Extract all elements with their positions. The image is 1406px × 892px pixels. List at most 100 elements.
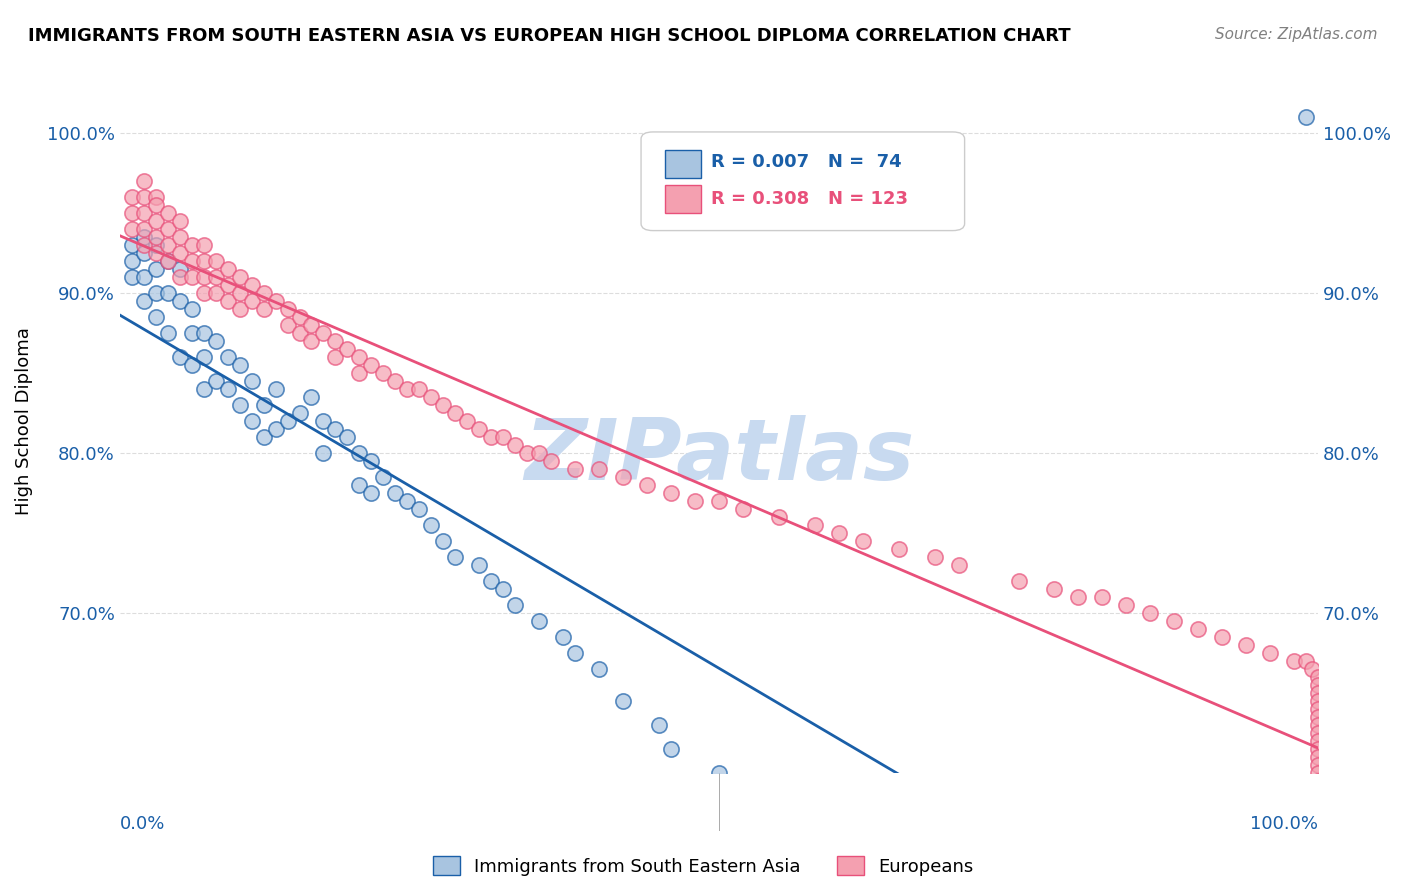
Point bbox=[1308, 822, 1330, 837]
Point bbox=[707, 766, 730, 780]
Point bbox=[336, 342, 359, 356]
Point bbox=[648, 718, 671, 732]
Point bbox=[349, 366, 371, 380]
Point bbox=[180, 326, 202, 340]
Point bbox=[1308, 814, 1330, 829]
Point bbox=[145, 229, 167, 244]
Point bbox=[217, 277, 239, 292]
Point bbox=[193, 350, 215, 364]
Point bbox=[169, 293, 191, 308]
Point bbox=[553, 630, 575, 644]
Point bbox=[276, 318, 298, 332]
Point bbox=[193, 285, 215, 300]
Point bbox=[492, 582, 515, 596]
Point bbox=[264, 422, 287, 436]
Point bbox=[924, 549, 946, 564]
Point bbox=[612, 470, 634, 484]
Point bbox=[1308, 774, 1330, 789]
Text: R = 0.308   N = 123: R = 0.308 N = 123 bbox=[710, 190, 907, 208]
Point bbox=[204, 374, 226, 388]
Point bbox=[169, 350, 191, 364]
Point bbox=[252, 285, 274, 300]
Text: 0.0%: 0.0% bbox=[120, 815, 165, 833]
Point bbox=[1308, 718, 1330, 732]
Point bbox=[1308, 782, 1330, 797]
Point bbox=[527, 614, 550, 628]
Point bbox=[659, 742, 682, 756]
Point bbox=[1295, 110, 1317, 124]
Point bbox=[325, 334, 347, 348]
Point bbox=[1308, 863, 1330, 877]
Point bbox=[312, 446, 335, 460]
Point bbox=[768, 510, 790, 524]
Point bbox=[156, 205, 179, 219]
Point bbox=[193, 382, 215, 396]
Point bbox=[1258, 646, 1281, 660]
Point bbox=[852, 855, 875, 869]
Point bbox=[612, 694, 634, 708]
Point bbox=[180, 358, 202, 372]
Point bbox=[132, 221, 155, 235]
Text: ZIPatlas: ZIPatlas bbox=[524, 415, 914, 498]
Point bbox=[132, 229, 155, 244]
Point bbox=[204, 334, 226, 348]
Point bbox=[707, 494, 730, 508]
Point bbox=[1308, 806, 1330, 821]
Point bbox=[408, 502, 430, 516]
Point bbox=[456, 414, 478, 428]
Bar bbox=[665, 185, 702, 213]
Point bbox=[1282, 654, 1305, 668]
Point bbox=[1211, 630, 1233, 644]
Point bbox=[360, 486, 382, 500]
Point bbox=[204, 253, 226, 268]
Point bbox=[288, 310, 311, 324]
Point bbox=[169, 269, 191, 284]
Point bbox=[276, 301, 298, 316]
Point bbox=[1308, 750, 1330, 764]
Point bbox=[768, 814, 790, 829]
Point bbox=[180, 301, 202, 316]
Point bbox=[193, 326, 215, 340]
Point bbox=[193, 253, 215, 268]
Point bbox=[132, 293, 155, 308]
Point bbox=[180, 237, 202, 252]
Point bbox=[396, 494, 419, 508]
Point bbox=[1043, 582, 1066, 596]
Point bbox=[121, 189, 143, 203]
Point bbox=[121, 237, 143, 252]
Point bbox=[336, 430, 359, 444]
Point bbox=[240, 277, 263, 292]
Point bbox=[828, 525, 851, 540]
Point bbox=[264, 382, 287, 396]
Point bbox=[828, 838, 851, 853]
Point bbox=[887, 871, 910, 885]
Point bbox=[468, 558, 491, 572]
Point bbox=[145, 285, 167, 300]
Point bbox=[588, 662, 610, 676]
Point bbox=[384, 486, 406, 500]
Point bbox=[217, 261, 239, 276]
Point bbox=[301, 334, 323, 348]
Point bbox=[145, 213, 167, 227]
Point bbox=[240, 414, 263, 428]
Point bbox=[156, 253, 179, 268]
Point bbox=[1163, 614, 1185, 628]
Point bbox=[479, 574, 502, 588]
Point bbox=[252, 398, 274, 412]
Point bbox=[444, 406, 467, 420]
Point bbox=[516, 446, 538, 460]
Point bbox=[132, 269, 155, 284]
Point bbox=[804, 518, 827, 533]
Point bbox=[1308, 790, 1330, 805]
Point bbox=[228, 358, 250, 372]
Point bbox=[288, 406, 311, 420]
Point bbox=[240, 293, 263, 308]
Point bbox=[193, 237, 215, 252]
Point bbox=[659, 486, 682, 500]
Point bbox=[217, 382, 239, 396]
Point bbox=[204, 269, 226, 284]
Point bbox=[420, 390, 443, 404]
Point bbox=[156, 326, 179, 340]
Point bbox=[527, 446, 550, 460]
Point bbox=[360, 358, 382, 372]
